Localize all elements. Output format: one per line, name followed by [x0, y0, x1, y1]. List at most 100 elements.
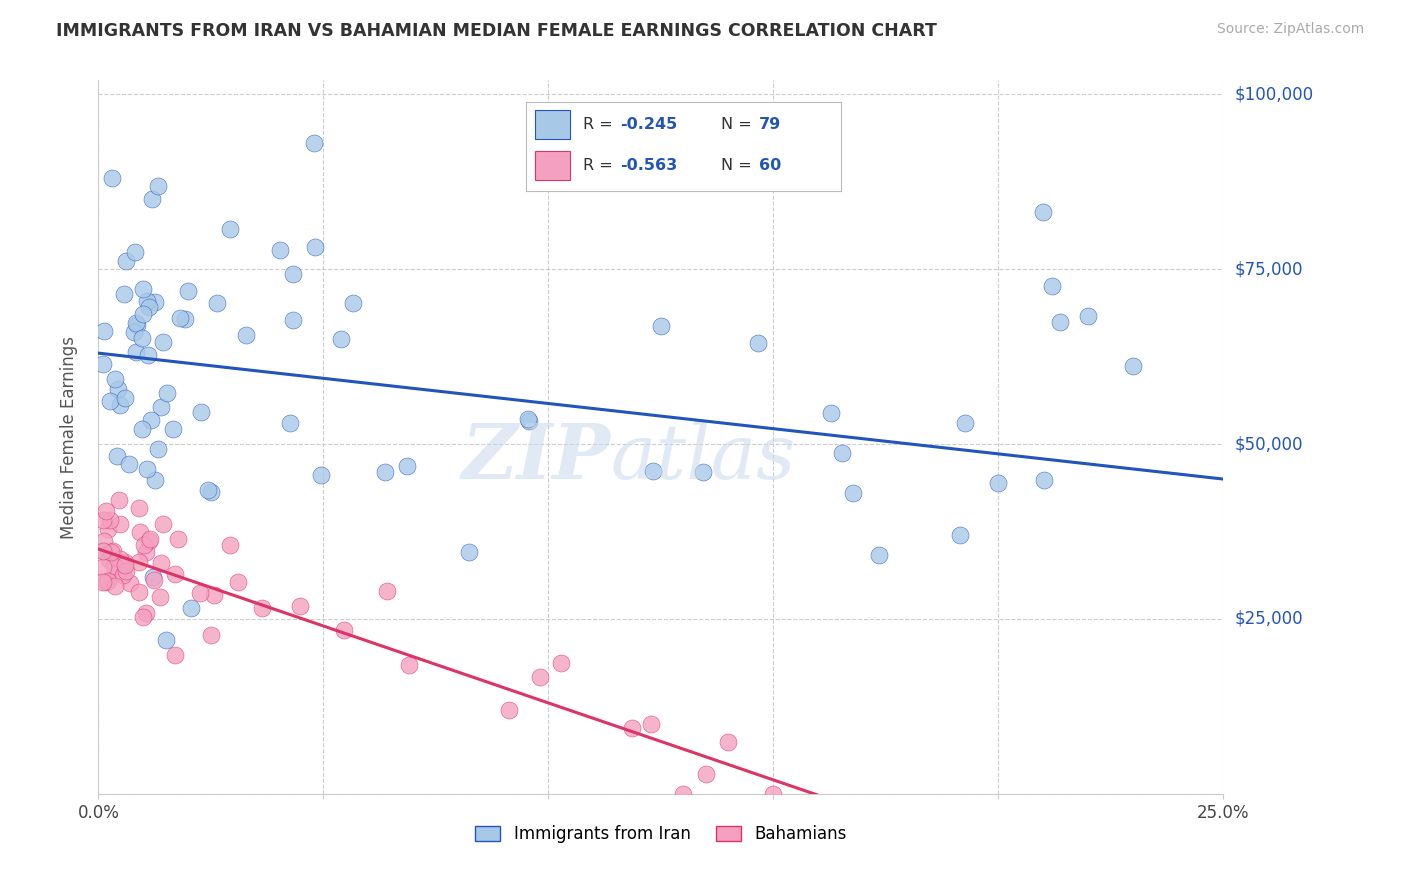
Point: [141, 192, 163, 206]
Point: [150, 400, 173, 414]
Point: [112, 567, 135, 582]
Point: [103, 558, 125, 573]
Point: [868, 548, 890, 562]
Point: [398, 658, 420, 673]
Point: [188, 586, 211, 600]
Point: [156, 385, 179, 400]
Point: [202, 588, 225, 602]
Point: [136, 294, 159, 309]
Point: [138, 533, 160, 548]
Point: [131, 331, 153, 345]
Point: [108, 551, 131, 566]
Point: [96, 575, 118, 590]
Point: [498, 703, 520, 717]
Point: [550, 656, 572, 670]
Point: [333, 623, 356, 637]
Point: [1032, 473, 1054, 487]
Point: [105, 449, 128, 463]
Text: $25,000: $25,000: [1234, 610, 1303, 628]
Point: [375, 584, 398, 599]
Point: [118, 457, 141, 471]
Point: [100, 544, 122, 558]
Point: [139, 532, 162, 546]
Point: [304, 136, 326, 151]
Point: [288, 599, 311, 613]
Point: [311, 467, 333, 482]
Point: [228, 575, 250, 590]
Point: [127, 318, 149, 333]
Point: [281, 312, 304, 326]
Legend: Immigrants from Iran, Bahamians: Immigrants from Iran, Bahamians: [468, 819, 853, 850]
Point: [831, 446, 853, 460]
Text: IMMIGRANTS FROM IRAN VS BAHAMIAN MEDIAN FEMALE EARNINGS CORRELATION CHART: IMMIGRANTS FROM IRAN VS BAHAMIAN MEDIAN …: [56, 22, 938, 40]
Point: [115, 254, 138, 268]
Point: [692, 465, 714, 479]
Point: [97, 574, 120, 588]
Point: [200, 484, 222, 499]
Point: [143, 573, 166, 587]
Point: [131, 422, 153, 436]
Point: [118, 576, 141, 591]
Point: [278, 416, 301, 430]
Point: [672, 787, 695, 801]
Point: [374, 466, 396, 480]
Point: [135, 545, 157, 559]
Point: [200, 628, 222, 642]
Point: [93, 544, 115, 558]
Point: [139, 413, 162, 427]
Point: [517, 412, 540, 426]
Point: [132, 538, 155, 552]
Point: [125, 316, 148, 330]
Point: [93, 324, 115, 338]
Point: [128, 501, 150, 516]
Point: [98, 513, 121, 527]
Point: [695, 767, 717, 781]
Point: [101, 171, 124, 186]
Point: [717, 735, 740, 749]
Point: [132, 609, 155, 624]
Point: [124, 245, 146, 260]
Point: [129, 525, 152, 540]
Point: [108, 398, 131, 412]
Point: [155, 632, 177, 647]
Point: [235, 328, 257, 343]
Text: Source: ZipAtlas.com: Source: ZipAtlas.com: [1216, 22, 1364, 37]
Point: [762, 787, 785, 801]
Point: [122, 325, 145, 339]
Point: [457, 545, 479, 559]
Point: [98, 393, 121, 408]
Point: [179, 601, 201, 615]
Point: [143, 295, 166, 310]
Point: [103, 372, 125, 386]
Text: $50,000: $50,000: [1234, 435, 1303, 453]
Point: [91, 513, 114, 527]
Point: [177, 284, 200, 298]
Point: [97, 522, 120, 536]
Point: [114, 558, 136, 572]
Point: [169, 310, 191, 325]
Point: [987, 476, 1010, 491]
Point: [949, 527, 972, 541]
Point: [132, 308, 155, 322]
Point: [125, 344, 148, 359]
Point: [955, 416, 977, 430]
Point: [640, 717, 662, 731]
Text: $75,000: $75,000: [1234, 260, 1303, 278]
Point: [281, 267, 304, 281]
Point: [136, 462, 159, 476]
Point: [128, 585, 150, 599]
Point: [150, 556, 173, 570]
Point: [128, 555, 150, 569]
Point: [138, 301, 160, 315]
Point: [269, 243, 291, 257]
Point: [107, 565, 129, 579]
Point: [304, 240, 326, 254]
Point: [91, 574, 114, 589]
Text: $100,000: $100,000: [1234, 86, 1313, 103]
Point: [148, 442, 170, 456]
Point: [330, 332, 353, 346]
Point: [115, 564, 138, 578]
Point: [529, 670, 551, 684]
Point: [342, 296, 364, 310]
Point: [219, 221, 242, 235]
